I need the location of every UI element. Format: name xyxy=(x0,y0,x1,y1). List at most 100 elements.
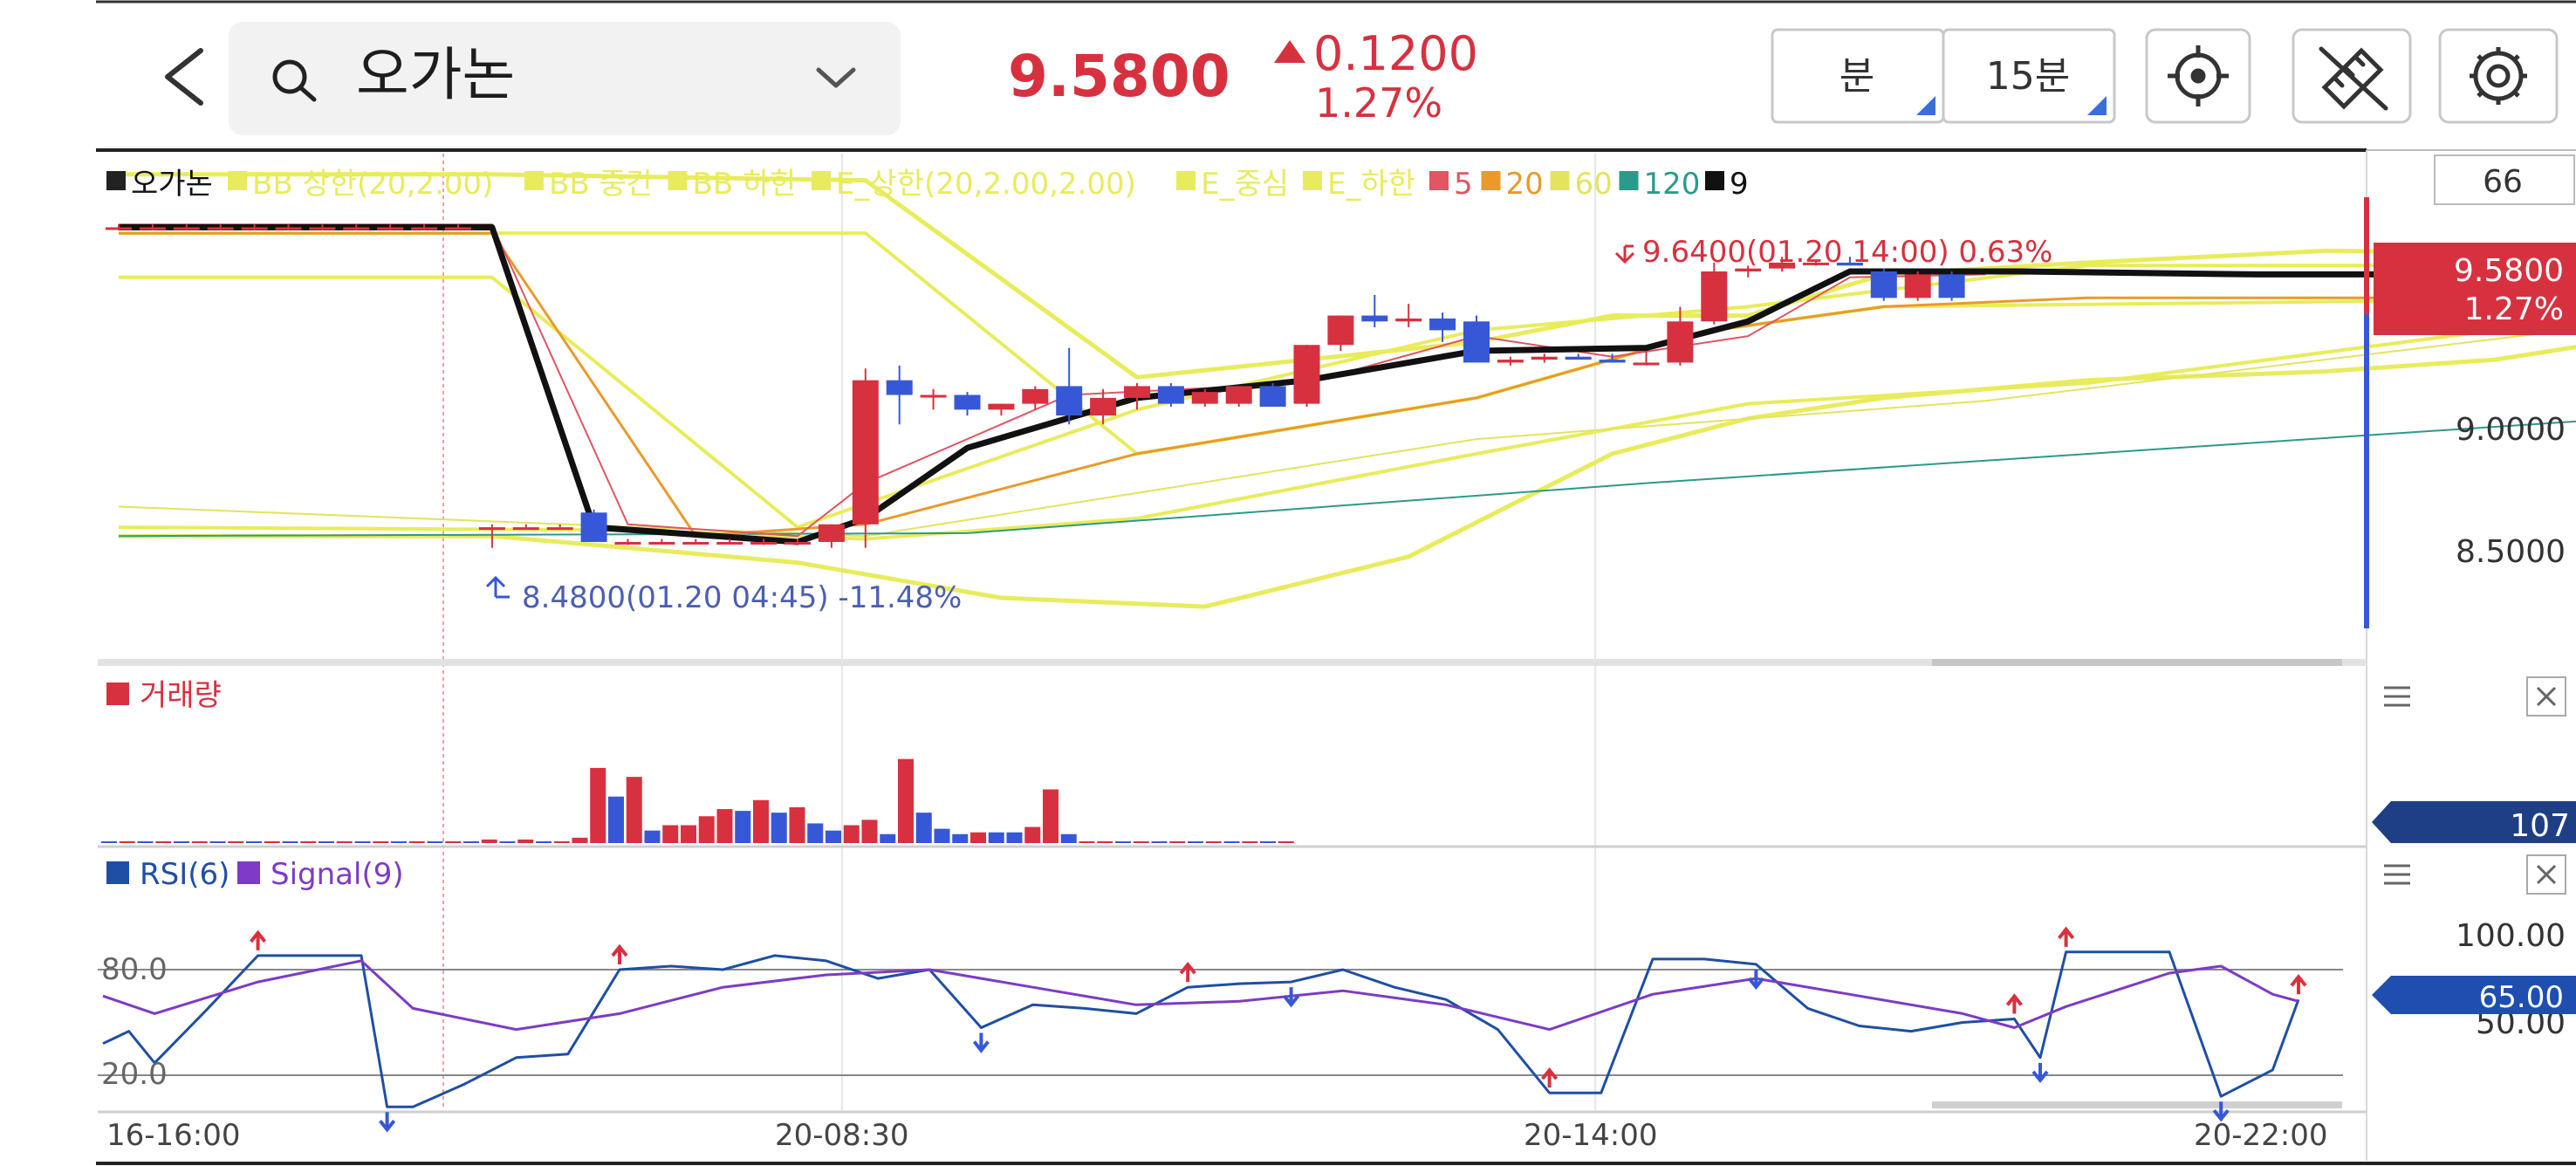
volume-bar xyxy=(915,813,932,843)
candle xyxy=(1769,257,1796,272)
candle xyxy=(716,538,743,545)
legend-label: E_상한(20,2.00,2.00) xyxy=(836,167,1136,202)
line-BB-하한 xyxy=(119,345,2576,609)
rsi-sell-marker xyxy=(2212,1101,2230,1122)
candle xyxy=(343,224,370,230)
line-BB-상한 xyxy=(119,172,2576,380)
legend-label: E_중심 xyxy=(1201,167,1289,202)
candle xyxy=(1090,388,1117,425)
volume-bar xyxy=(174,840,189,843)
right-axis: 66 9.5800 1.27% 9.0000 8.5000 107 100.00… xyxy=(2364,154,2576,1041)
volume-bar xyxy=(626,777,642,843)
volume-bar xyxy=(354,840,371,843)
candle xyxy=(1259,383,1286,407)
search-box[interactable]: 오가논 xyxy=(229,22,901,135)
volume-bar xyxy=(300,840,317,843)
volume-bar xyxy=(1169,840,1186,843)
rsi-sell-marker xyxy=(972,1032,990,1053)
volume-bar xyxy=(716,809,733,843)
volume-menu-icon[interactable] xyxy=(2384,686,2410,707)
volume-bar xyxy=(898,758,914,843)
rsi-sell-marker xyxy=(1283,987,1300,1008)
x-label-3: 20-14:00 xyxy=(1524,1118,1658,1153)
price-tag xyxy=(2374,243,2576,335)
candle xyxy=(411,224,438,230)
period-type-button[interactable]: 분 xyxy=(1771,28,1945,124)
candle xyxy=(1429,312,1456,342)
price-scrollbar-thumb[interactable] xyxy=(1932,659,2342,666)
legend-item: 120 xyxy=(1619,167,1701,202)
volume-bar xyxy=(427,840,443,843)
rsi-buy-marker xyxy=(1541,1067,1559,1088)
high-annotation: 9.6400(01.20 14:00) 0.63% xyxy=(1614,235,2052,270)
rsi-scrollbar-thumb[interactable] xyxy=(1932,1101,2342,1108)
draw-tools-button[interactable] xyxy=(2292,28,2412,124)
candle xyxy=(1225,386,1252,407)
legend-label: BB 상한(20,2.00) xyxy=(252,167,493,202)
back-button[interactable] xyxy=(148,35,218,122)
chevron-down-icon xyxy=(816,67,856,88)
search-text: 오가논 xyxy=(356,41,515,108)
volume-bar xyxy=(880,833,896,843)
volume-bar xyxy=(1133,840,1149,843)
rsi-sell-marker xyxy=(2031,1062,2049,1084)
legend-item: E_상한(20,2.00,2.00) xyxy=(812,167,1136,202)
volume-bar xyxy=(499,840,516,843)
interval-button[interactable]: 15분 xyxy=(1942,28,2116,124)
rsi-menu-icon[interactable] xyxy=(2384,864,2410,885)
candle xyxy=(784,538,811,545)
candle xyxy=(852,368,879,548)
legend-item: 오가논 xyxy=(106,167,213,202)
legend-label: 60 xyxy=(1575,167,1613,202)
volume-bar xyxy=(246,840,262,843)
candle xyxy=(1056,347,1083,425)
candle xyxy=(920,388,947,410)
volume-bar xyxy=(336,840,353,843)
legend-item: 9 xyxy=(1705,167,1749,202)
candle xyxy=(648,538,675,545)
low-annotation-text: 8.4800(01.20 04:45) -11.48% xyxy=(522,580,962,615)
legend-item: E_중심 xyxy=(1176,167,1289,202)
current-price: 9.5800 xyxy=(1008,43,1230,110)
back-arrow-icon xyxy=(165,48,203,106)
candle xyxy=(954,392,981,416)
volume-legend: 거래량 xyxy=(106,678,222,713)
line-60 xyxy=(118,328,2576,538)
search-icon xyxy=(272,59,317,102)
volume-bar xyxy=(101,840,117,843)
candle xyxy=(1904,271,1931,301)
x-label-2: 20-08:30 xyxy=(775,1118,909,1153)
candle xyxy=(580,509,607,542)
rsi-sell-marker xyxy=(1747,969,1764,991)
legend-label: 5 xyxy=(1454,167,1473,202)
candle xyxy=(106,224,132,230)
volume-bar xyxy=(1097,840,1113,843)
price-change-pct: 1.27% xyxy=(1315,79,1442,127)
candle xyxy=(1701,262,1728,325)
legend-item: 20 xyxy=(1481,167,1544,202)
volume-tag-value: 107 xyxy=(2510,808,2570,844)
volume-bar xyxy=(572,837,588,843)
volume-bar xyxy=(1223,840,1240,843)
gear-icon xyxy=(2470,47,2527,105)
rsi-buy-marker xyxy=(1179,961,1196,983)
corner-indicator-icon xyxy=(1916,96,1935,115)
volume-bar xyxy=(753,799,769,843)
volume-bar xyxy=(771,813,787,843)
crosshair-button[interactable] xyxy=(2145,28,2251,124)
interval-label: 15분 xyxy=(1986,54,2070,99)
volume-bar xyxy=(1278,840,1294,843)
candle xyxy=(682,538,709,545)
zoom-box[interactable] xyxy=(2434,154,2575,205)
volume-bar xyxy=(445,840,462,843)
price-tag-pct: 1.27% xyxy=(2464,292,2564,327)
settings-button[interactable] xyxy=(2438,28,2559,124)
legend-item: BB 중간 xyxy=(524,167,654,202)
signal-legend-label: Signal(9) xyxy=(271,857,404,892)
rsi-close-icon[interactable] xyxy=(2526,854,2566,895)
zoom-value: 66 xyxy=(2483,164,2523,200)
legend-label: 120 xyxy=(1644,167,1701,202)
volume-close-icon[interactable] xyxy=(2526,676,2566,717)
candle xyxy=(173,224,200,230)
